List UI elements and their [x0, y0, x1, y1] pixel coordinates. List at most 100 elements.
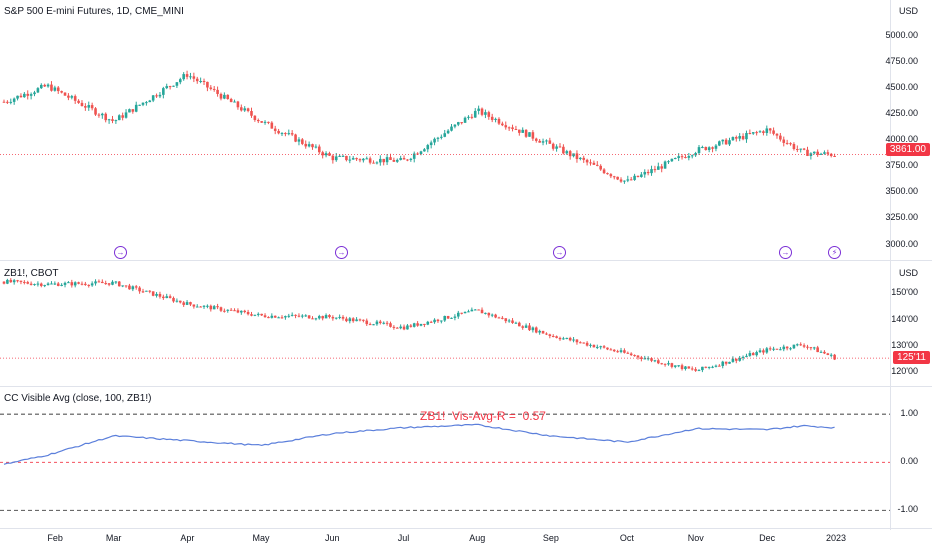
sub-candle — [219, 307, 223, 311]
sub-candle — [646, 358, 650, 360]
main-candle — [131, 109, 135, 112]
main-candle — [301, 139, 304, 144]
main-candle — [50, 84, 53, 91]
sub-candle — [616, 351, 619, 353]
main-candle — [412, 153, 416, 159]
pane-separator-2[interactable] — [0, 386, 932, 387]
sub-candle — [704, 366, 708, 368]
sub-candle — [450, 317, 453, 319]
main-candle — [816, 151, 819, 155]
main-tick-label: 3000.00 — [885, 238, 918, 249]
sub-candle — [487, 312, 491, 316]
main-candle — [646, 171, 650, 174]
main-candle — [307, 144, 311, 147]
sub-candle — [372, 324, 375, 326]
main-candle — [792, 144, 796, 150]
main-candle — [595, 164, 599, 166]
sub-candle — [440, 320, 443, 322]
main-candle — [63, 92, 67, 96]
main-candle — [151, 95, 155, 101]
main-candle — [324, 153, 328, 156]
sub-pane-title: ZB1!, CBOT — [4, 268, 59, 279]
dividend-event-icon[interactable]: → — [335, 246, 348, 259]
main-candle — [650, 169, 653, 174]
time-tick-label: Jul — [397, 533, 410, 543]
sub-candle — [640, 357, 643, 359]
sub-candle — [799, 344, 803, 346]
sub-candle — [229, 309, 233, 311]
main-candle — [358, 159, 362, 161]
main-tick-label: 4000.00 — [885, 134, 918, 145]
pane-separator-1[interactable] — [0, 260, 932, 261]
sub-candle — [321, 316, 324, 319]
sub-candle — [677, 365, 680, 367]
sub-candle — [501, 317, 504, 319]
sub-candle — [579, 342, 582, 344]
sub-candle — [311, 318, 314, 320]
main-candle — [294, 134, 297, 142]
main-candle — [172, 85, 175, 87]
sub-candle — [223, 310, 226, 312]
main-candle — [487, 112, 491, 117]
sub-candle — [365, 320, 369, 325]
sub-candle — [389, 323, 392, 327]
main-candle — [141, 102, 145, 105]
sub-candle — [80, 283, 84, 285]
sub-candle — [392, 326, 396, 328]
main-candle — [806, 149, 809, 156]
sub-candle — [138, 287, 141, 292]
sub-candle — [470, 309, 474, 312]
main-candle — [155, 95, 158, 97]
main-candle — [633, 175, 636, 180]
sub-candle — [433, 319, 436, 323]
main-candle — [36, 88, 40, 93]
sub-candle — [738, 357, 741, 361]
main-candle — [182, 74, 185, 80]
sub-candle — [531, 327, 535, 331]
sub-candle — [467, 311, 470, 313]
main-candle — [114, 120, 118, 122]
sub-candle — [497, 317, 501, 319]
sub-candle — [423, 323, 426, 325]
main-candle — [287, 133, 291, 135]
sub-candle — [2, 281, 6, 284]
main-tick-label: 3750.00 — [885, 160, 918, 171]
main-candle — [470, 116, 474, 118]
main-candle — [328, 153, 331, 156]
main-candle — [80, 102, 84, 107]
sub-candle — [131, 286, 135, 290]
sub-candle — [39, 283, 43, 286]
main-candle — [192, 76, 196, 79]
dividend-event-icon[interactable]: → — [779, 246, 792, 259]
sub-candle — [36, 283, 40, 285]
main-candle — [280, 133, 284, 135]
main-candle — [253, 115, 257, 121]
main-candle — [416, 153, 419, 155]
main-candle — [623, 180, 626, 182]
sub-candle — [385, 322, 389, 324]
main-candle — [314, 146, 318, 148]
sub-candle — [267, 317, 270, 319]
indicator-pane-title: CC Visible Avg (close, 100, ZB1!) — [4, 393, 152, 404]
sub-last-price-badge: 125'11 — [893, 351, 930, 364]
main-candle — [467, 116, 470, 118]
sub-candle — [534, 327, 538, 333]
sub-candle — [785, 346, 789, 349]
split-event-icon[interactable]: ⚡ — [828, 246, 841, 259]
dividend-event-icon[interactable]: → — [114, 246, 127, 259]
sub-candle — [90, 283, 94, 286]
sub-candle — [307, 315, 311, 319]
main-candle — [223, 94, 226, 99]
sub-candle — [518, 322, 521, 327]
main-candle — [463, 117, 467, 123]
sub-candle — [657, 360, 660, 364]
main-candle — [209, 87, 213, 89]
dividend-event-icon[interactable]: → — [553, 246, 566, 259]
main-candle — [626, 179, 630, 181]
main-candle — [29, 94, 33, 96]
main-candle — [406, 159, 409, 161]
main-candle — [501, 123, 504, 126]
sub-candle — [87, 284, 91, 286]
